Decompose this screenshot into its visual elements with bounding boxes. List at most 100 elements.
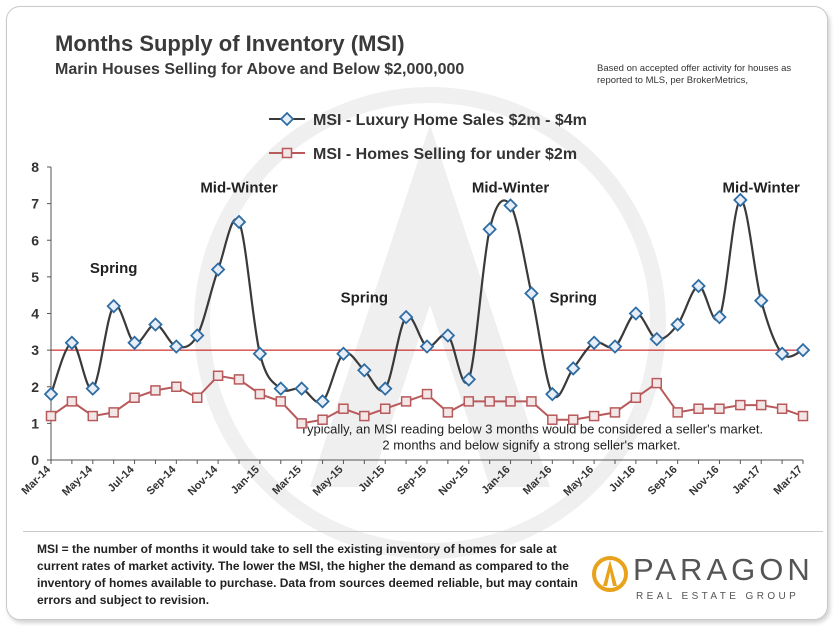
luxury-point [127, 335, 142, 351]
chart-annotation: Mid-Winter [472, 180, 550, 197]
luxury-point [231, 214, 247, 230]
under-2m-point [442, 407, 454, 418]
under-2m-point [609, 407, 621, 418]
under-2m-point [672, 407, 683, 418]
luxury-point [315, 394, 330, 409]
under-2m-point [505, 396, 516, 407]
luxury-point [691, 278, 706, 294]
luxury-point [503, 198, 518, 213]
y-tick-label: 7 [31, 196, 39, 212]
under-2m-point [755, 399, 767, 411]
under-2m-point [338, 403, 349, 414]
under-2m-point [400, 396, 412, 407]
under-2m-point [421, 388, 433, 400]
luxury-point [273, 381, 289, 396]
chart-annotation: Spring [549, 290, 597, 307]
x-tick-label: Sep-16 [646, 464, 680, 498]
y-tick-label: 4 [31, 306, 39, 322]
chart-frame: Months Supply of Inventory (MSI) Marin H… [6, 6, 828, 620]
under-2m-point [588, 410, 600, 422]
chart-annotation: Spring [341, 290, 389, 307]
luxury-point [649, 331, 665, 347]
chart-annotation: 2 months and below signify a strong sell… [382, 438, 680, 453]
under-2m-point [735, 399, 746, 411]
luxury-point [565, 361, 581, 376]
x-tick-label: Nov-15 [436, 464, 470, 498]
luxury-point [252, 346, 268, 362]
x-tick-label: Jan-17 [730, 464, 763, 497]
chart-subtitle: Marin Houses Selling for Above and Below… [55, 61, 465, 78]
under-2m-point [233, 374, 245, 385]
y-tick-label: 2 [31, 379, 39, 395]
luxury-point [169, 339, 184, 354]
luxury-point [106, 298, 121, 314]
source-note: Based on accepted offer activity for hou… [597, 63, 792, 86]
x-tick-label: May-14 [60, 463, 95, 498]
y-tick-label: 0 [31, 452, 39, 468]
x-tick-label: Mar-14 [20, 463, 54, 497]
under-2m-point [317, 414, 328, 425]
chart-legend: MSI - Luxury Home Sales $2m - $4m MSI - H… [269, 111, 587, 163]
chart-annotation: Typically, an MSI reading below 3 months… [300, 422, 763, 437]
luxury-point [670, 317, 685, 332]
under-2m-point [150, 385, 161, 396]
legend-marker-luxury [279, 111, 295, 127]
luxury-point [148, 317, 163, 332]
logo-tagline: REAL ESTATE GROUP [636, 591, 800, 602]
x-tick-label: Sep-15 [395, 464, 429, 498]
under-2m-point [693, 403, 704, 414]
luxury-point [64, 335, 80, 351]
under-2m-point [567, 414, 579, 425]
luxury-point [545, 386, 560, 402]
under-2m-point [275, 396, 287, 407]
chart-title: Months Supply of Inventory (MSI) [55, 31, 405, 56]
series-line-under-2m [50, 374, 804, 425]
under-2m-point [171, 381, 182, 392]
under-2m-point [66, 396, 78, 407]
under-2m-point [463, 396, 475, 407]
luxury-point [461, 372, 477, 387]
luxury-point [733, 192, 748, 208]
under-2m-point [526, 396, 537, 407]
luxury-point [294, 381, 309, 396]
x-tick-label: Sep-14 [144, 463, 179, 498]
luxury-point [43, 386, 59, 402]
under-2m-point [359, 410, 370, 422]
under-2m-point [714, 403, 725, 414]
under-2m-point [296, 418, 307, 429]
under-2m-point [129, 392, 140, 403]
luxury-point [712, 309, 727, 325]
y-tick-label: 3 [31, 342, 39, 358]
msi-definition-footnote: MSI = the number of months it would take… [37, 542, 578, 607]
under-2m-point [630, 392, 642, 403]
under-2m-point [191, 392, 203, 403]
luxury-point [440, 328, 456, 343]
chart-annotations: Mid-Winter Mid-Winter Mid-Winter Spring Spri… [90, 180, 800, 453]
y-tick-label: 1 [31, 415, 39, 431]
luxury-point [795, 342, 811, 358]
under-2m-point [212, 370, 224, 382]
msi-line-chart: 0 1 2 3 4 5 6 7 8 Mar-14 May-14 Jul-14 Sep-14 Nov-14 J… [20, 87, 811, 559]
under-2m-point [254, 388, 266, 400]
under-2m-point [797, 410, 809, 422]
under-2m-point [651, 377, 663, 389]
under-2m-point [547, 414, 558, 425]
paragon-logo-icon [592, 556, 628, 592]
luxury-point [607, 339, 623, 354]
under-2m-point [484, 396, 495, 407]
x-tick-label: Jul-14 [106, 463, 138, 495]
legend-label-under-2m: MSI - Homes Selling for under $2m [313, 146, 577, 163]
luxury-point [586, 335, 602, 351]
chart-series [43, 192, 811, 429]
under-2m-point [87, 410, 99, 422]
chart-annotation: Spring [90, 260, 138, 277]
legend-marker-under-2m [281, 147, 293, 159]
chart-annotation: Mid-Winter [200, 180, 278, 197]
y-tick-label: 5 [31, 269, 39, 285]
chart-annotation: Mid-Winter [723, 180, 801, 197]
x-tick-label: Nov-14 [186, 463, 221, 498]
x-tick-label: Mar-17 [772, 464, 806, 498]
luxury-point [398, 309, 414, 325]
luxury-point [524, 286, 539, 301]
logo-name: PARAGON [633, 552, 814, 587]
